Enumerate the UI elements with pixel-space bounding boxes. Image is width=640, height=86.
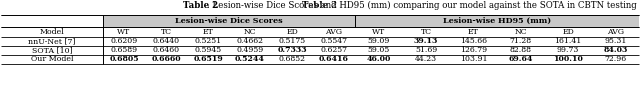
Text: 0.5244: 0.5244: [235, 55, 265, 63]
Text: ET: ET: [468, 28, 479, 36]
Text: 0.5175: 0.5175: [278, 37, 305, 45]
Text: 84.03: 84.03: [603, 46, 628, 54]
Text: 161.41: 161.41: [554, 37, 582, 45]
Text: AVG: AVG: [326, 28, 342, 36]
Text: Table 2. Lesion-wise Dice Scores and HD95 (mm) comparing our model against the S: Table 2. Lesion-wise Dice Scores and HD9…: [79, 1, 559, 10]
Text: 0.6805: 0.6805: [109, 55, 139, 63]
Text: 59.05: 59.05: [367, 46, 390, 54]
Text: 103.91: 103.91: [460, 55, 487, 63]
Text: 0.6660: 0.6660: [151, 55, 181, 63]
Text: 0.5547: 0.5547: [321, 37, 348, 45]
Text: 51.69: 51.69: [415, 46, 437, 54]
Text: 95.31: 95.31: [604, 37, 627, 45]
Text: 0.6416: 0.6416: [319, 55, 349, 63]
Text: 0.5945: 0.5945: [195, 46, 221, 54]
Text: 0.6852: 0.6852: [278, 55, 305, 63]
Text: 82.88: 82.88: [509, 46, 532, 54]
Text: ED: ED: [562, 28, 574, 36]
Text: TC: TC: [161, 28, 172, 36]
Text: 0.6519: 0.6519: [193, 55, 223, 63]
Bar: [103, 15, 355, 27]
Text: TC: TC: [420, 28, 431, 36]
Text: 0.7333: 0.7333: [277, 46, 307, 54]
Text: 145.66: 145.66: [460, 37, 487, 45]
Text: nnU-Net [7]: nnU-Net [7]: [28, 37, 76, 45]
Text: 0.4662: 0.4662: [237, 37, 264, 45]
Text: WT: WT: [117, 28, 131, 36]
Bar: [355, 15, 639, 27]
Text: Table 2: Table 2: [183, 1, 218, 10]
Text: ET: ET: [203, 28, 213, 36]
Text: 0.6460: 0.6460: [152, 46, 180, 54]
Text: Model: Model: [40, 28, 65, 36]
Text: NC: NC: [244, 28, 256, 36]
Text: 59.09: 59.09: [367, 37, 390, 45]
Text: 100.10: 100.10: [553, 55, 583, 63]
Text: 0.6209: 0.6209: [110, 37, 138, 45]
Text: Lesion-wise Dice Scores: Lesion-wise Dice Scores: [175, 17, 283, 25]
Text: 0.4959: 0.4959: [236, 46, 264, 54]
Text: . Lesion-wise Dice Scores and HD95 (mm) comparing our model against the SOTA in : . Lesion-wise Dice Scores and HD95 (mm) …: [207, 1, 640, 10]
Text: Lesion-wise HD95 (mm): Lesion-wise HD95 (mm): [443, 17, 551, 25]
Text: 39.13: 39.13: [414, 37, 438, 45]
Text: WT: WT: [372, 28, 385, 36]
Text: ED: ED: [286, 28, 298, 36]
Text: 0.5251: 0.5251: [195, 37, 221, 45]
Text: 126.79: 126.79: [460, 46, 487, 54]
Text: 0.6589: 0.6589: [111, 46, 138, 54]
Text: NC: NC: [515, 28, 527, 36]
Text: 99.73: 99.73: [557, 46, 579, 54]
Text: SOTA [10]: SOTA [10]: [32, 46, 72, 54]
Text: AVG: AVG: [607, 28, 624, 36]
Text: 0.6440: 0.6440: [152, 37, 180, 45]
Text: 46.00: 46.00: [367, 55, 391, 63]
Text: 69.64: 69.64: [508, 55, 533, 63]
Text: 71.28: 71.28: [509, 37, 532, 45]
Text: 0.6257: 0.6257: [321, 46, 348, 54]
Text: Our Model: Our Model: [31, 55, 73, 63]
Text: 44.23: 44.23: [415, 55, 437, 63]
Text: Table 2: Table 2: [303, 1, 337, 10]
Text: 72.96: 72.96: [604, 55, 627, 63]
